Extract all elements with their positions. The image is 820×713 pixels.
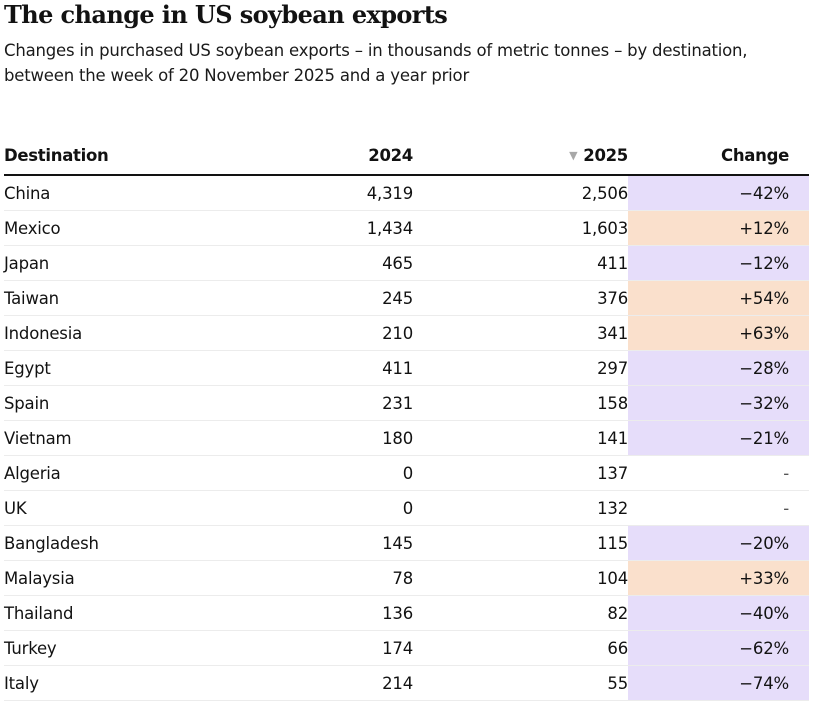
chart-subtitle: Changes in purchased US soybean exports …: [4, 41, 748, 85]
cell-destination: Malaysia: [4, 560, 189, 596]
cell-2025: 158: [413, 385, 628, 421]
cell-change: +33%: [628, 560, 809, 596]
cell-2024: 78: [189, 560, 413, 596]
table-row: Vietnam 180 141 −21%: [4, 420, 809, 456]
table-row: China 4,319 2,506 −42%: [4, 175, 809, 211]
cell-change: −20%: [628, 525, 809, 561]
table-row: Egypt 411 297 −28%: [4, 350, 809, 386]
cell-destination: Italy: [4, 665, 189, 701]
table-row: Taiwan 245 376 +54%: [4, 280, 809, 316]
table-row: Turkey 174 66 −62%: [4, 630, 809, 666]
cell-destination: UK: [4, 490, 189, 526]
cell-2025: 104: [413, 560, 628, 596]
table-row: Thailand 136 82 −40%: [4, 595, 809, 631]
column-header-destination[interactable]: Destination: [4, 137, 189, 176]
cell-2025: 137: [413, 455, 628, 491]
cell-2024: 180: [189, 420, 413, 456]
cell-2025: 1,603: [413, 210, 628, 246]
cell-change: +12%: [628, 210, 809, 246]
cell-2025: 297: [413, 350, 628, 386]
cell-2025: 55: [413, 665, 628, 701]
cell-2024: 136: [189, 595, 413, 631]
table-row: Malaysia 78 104 +33%: [4, 560, 809, 596]
cell-destination: Bangladesh: [4, 525, 189, 561]
cell-change: −62%: [628, 630, 809, 666]
cell-2025: 141: [413, 420, 628, 456]
cell-2024: 210: [189, 315, 413, 351]
exports-table: Destination 2024 ▼ 2025 Change China 4,319…: [4, 137, 809, 701]
column-header-2025-label: 2025: [583, 146, 628, 165]
cell-change: -: [628, 490, 809, 526]
table-row: Mexico 1,434 1,603 +12%: [4, 210, 809, 246]
cell-change: −42%: [628, 175, 809, 211]
table-row: Spain 231 158 −32%: [4, 385, 809, 421]
cell-change: +63%: [628, 315, 809, 351]
column-header-change[interactable]: Change: [628, 137, 809, 176]
cell-2024: 174: [189, 630, 413, 666]
table-row: UK 0 132-: [4, 490, 809, 526]
column-header-2025[interactable]: ▼ 2025: [413, 137, 628, 176]
cell-2025: 66: [413, 630, 628, 666]
cell-destination: Egypt: [4, 350, 189, 386]
cell-2024: 0: [189, 455, 413, 491]
cell-2024: 411: [189, 350, 413, 386]
cell-destination: China: [4, 175, 189, 211]
cell-2025: 2,506: [413, 175, 628, 211]
cell-2024: 214: [189, 665, 413, 701]
table-row: Algeria 0 137-: [4, 455, 809, 491]
cell-change: -: [628, 455, 809, 491]
cell-change: −12%: [628, 245, 809, 281]
cell-destination: Taiwan: [4, 280, 189, 316]
cell-change: −28%: [628, 350, 809, 386]
cell-2024: 0: [189, 490, 413, 526]
cell-change: −32%: [628, 385, 809, 421]
table-body: China 4,319 2,506 −42% Mexico 1,434 1,603 +12% J…: [4, 175, 809, 701]
cell-2025: 115: [413, 525, 628, 561]
cell-2025: 411: [413, 245, 628, 281]
cell-change: −21%: [628, 420, 809, 456]
cell-change: +54%: [628, 280, 809, 316]
cell-2025: 82: [413, 595, 628, 631]
table-row: Italy 214 55 −74%: [4, 665, 809, 701]
cell-2024: 245: [189, 280, 413, 316]
cell-2025: 341: [413, 315, 628, 351]
cell-2024: 1,434: [189, 210, 413, 246]
column-header-2024[interactable]: 2024: [189, 137, 413, 176]
cell-destination: Thailand: [4, 595, 189, 631]
cell-2025: 132: [413, 490, 628, 526]
table-row: Indonesia 210 341 +63%: [4, 315, 809, 351]
cell-2024: 231: [189, 385, 413, 421]
cell-2024: 4,319: [189, 175, 413, 211]
chart-title: The change in US soybean exports: [4, 0, 448, 29]
cell-destination: Mexico: [4, 210, 189, 246]
cell-2024: 145: [189, 525, 413, 561]
cell-destination: Japan: [4, 245, 189, 281]
cell-destination: Spain: [4, 385, 189, 421]
table-row: Bangladesh 145 115 −20%: [4, 525, 809, 561]
table-header-row: Destination 2024 ▼ 2025 Change: [4, 137, 809, 176]
cell-destination: Indonesia: [4, 315, 189, 351]
cell-destination: Algeria: [4, 455, 189, 491]
cell-change: −74%: [628, 665, 809, 701]
cell-destination: Turkey: [4, 630, 189, 666]
cell-2024: 465: [189, 245, 413, 281]
cell-change: −40%: [628, 595, 809, 631]
cell-2025: 376: [413, 280, 628, 316]
table-row: Japan 465 411 −12%: [4, 245, 809, 281]
cell-destination: Vietnam: [4, 420, 189, 456]
sort-descending-icon: ▼: [569, 149, 578, 162]
